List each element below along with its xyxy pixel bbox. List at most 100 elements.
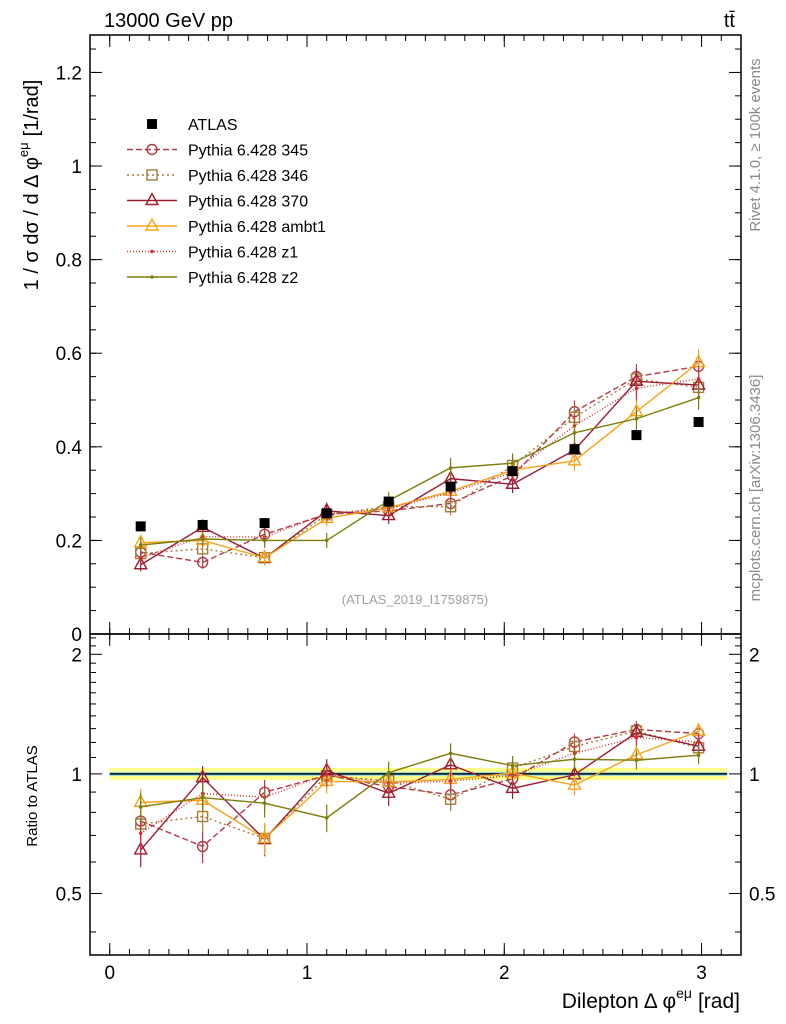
series-line-3 bbox=[140, 362, 700, 559]
rivet-version-label: Rivet 4.1.0, ≥ 100k events bbox=[747, 58, 764, 231]
series-point-5 bbox=[200, 537, 205, 541]
series-point-5 bbox=[262, 538, 267, 543]
ratio-series-point-5 bbox=[324, 816, 329, 820]
ratio-y-tick-label-right: 0.5 bbox=[749, 884, 775, 905]
data-point bbox=[135, 521, 146, 532]
legend-marker-5 bbox=[150, 275, 154, 279]
data-point bbox=[445, 481, 456, 492]
ratio-series-point-4 bbox=[696, 740, 701, 744]
header-left: 13000 GeV pp bbox=[104, 10, 233, 32]
data-point bbox=[259, 518, 270, 529]
ratio-series-point-5 bbox=[448, 751, 453, 756]
ratio-series-point-2 bbox=[505, 779, 520, 794]
main-y-axis-title-main: 1 / σ dσ / d Δ φ bbox=[21, 157, 43, 290]
ratio-series-point-4 bbox=[138, 831, 143, 836]
legend-label-1: Pythia 6.428 346 bbox=[188, 168, 308, 185]
series-point-5 bbox=[510, 461, 515, 465]
legend-label-5: Pythia 6.428 z2 bbox=[188, 270, 298, 287]
x-axis-title-sup: eμ bbox=[676, 985, 692, 1001]
main-y-axis-title: 1 / σ dσ / d Δ φeμ [1/rad] bbox=[16, 80, 43, 291]
main-y-axis-title-sup: eμ bbox=[16, 142, 31, 157]
series-point-5 bbox=[324, 538, 329, 543]
series-point-5 bbox=[138, 543, 143, 547]
ratio-y-tick-label-right: 2 bbox=[749, 645, 760, 666]
series-point-2 bbox=[505, 475, 520, 489]
ratio-series-point-5 bbox=[138, 805, 143, 809]
x-axis-title-delta: Δ φ bbox=[644, 990, 676, 1013]
series-point-5 bbox=[448, 466, 453, 470]
ratio-series-point-2 bbox=[133, 841, 148, 855]
series-point-1 bbox=[444, 501, 457, 513]
x-tick-label: 1 bbox=[302, 963, 313, 984]
header-right: tt̄ bbox=[724, 10, 736, 32]
legend-marker-atlas bbox=[147, 119, 157, 129]
ratio-series-point-5 bbox=[696, 753, 701, 757]
ratio-series-line-4 bbox=[140, 736, 699, 834]
ratio-series-point-5 bbox=[386, 770, 391, 775]
ratio-y-tick-label: 2 bbox=[71, 645, 82, 666]
ratio-series-line-2 bbox=[140, 731, 699, 851]
legend-label-4: Pythia 6.428 z1 bbox=[188, 245, 298, 262]
legend-marker-2 bbox=[144, 192, 160, 206]
data-point bbox=[569, 444, 580, 455]
series-line-2 bbox=[140, 380, 699, 566]
x-tick-label: 3 bbox=[696, 963, 707, 984]
main-y-tick-label: 0.8 bbox=[56, 251, 82, 272]
legend-marker-0 bbox=[146, 143, 158, 156]
ratio-series-point-1 bbox=[444, 793, 457, 805]
ratio-series-point-2 bbox=[443, 756, 458, 770]
ratio-series-point-4 bbox=[324, 772, 329, 777]
legend-marker-3 bbox=[144, 217, 160, 231]
legend-marker-4 bbox=[150, 249, 154, 254]
ratio-series-point-3 bbox=[257, 830, 272, 844]
mcplots-label: mcplots.cern.ch [arXiv:1306.3436] bbox=[747, 375, 764, 602]
series-line-4 bbox=[140, 378, 699, 559]
ratio-series-point-4 bbox=[448, 779, 453, 783]
main-y-tick-label: 0.4 bbox=[56, 438, 83, 459]
ratio-series-point-3 bbox=[567, 776, 582, 790]
legend-label-2: Pythia 6.428 370 bbox=[188, 194, 308, 211]
ratio-series-point-5 bbox=[262, 801, 267, 805]
data-point bbox=[631, 430, 642, 441]
main-y-axis-title-unit: [1/rad] bbox=[21, 80, 43, 137]
legend-marker-1 bbox=[146, 169, 158, 181]
series-point-5 bbox=[696, 395, 701, 400]
series-point-4 bbox=[634, 386, 639, 391]
data-point bbox=[507, 466, 518, 477]
legend-label-3: Pythia 6.428 ambt1 bbox=[188, 219, 326, 236]
ratio-plot-frame bbox=[89, 633, 742, 956]
ratio-series-point-5 bbox=[572, 757, 577, 762]
ratio-series-line-5 bbox=[140, 752, 699, 819]
main-y-tick-label: 0.6 bbox=[56, 344, 82, 365]
ratio-series-point-4 bbox=[634, 735, 639, 740]
ratio-series-point-5 bbox=[510, 763, 515, 768]
ratio-y-tick-label: 1 bbox=[71, 765, 82, 786]
series-point-4 bbox=[448, 490, 453, 495]
series-line-5 bbox=[140, 397, 699, 546]
x-tick-label: 0 bbox=[104, 963, 115, 984]
series-point-3 bbox=[567, 452, 582, 466]
ratio-y-tick-label: 0.5 bbox=[56, 884, 82, 905]
ratio-y-axis-title: Ratio to ATLAS bbox=[24, 745, 41, 846]
series-point-5 bbox=[634, 416, 639, 421]
x-tick-label: 2 bbox=[499, 963, 510, 984]
series-point-5 bbox=[572, 430, 577, 435]
analysis-watermark: (ATLAS_2019_I1759875) bbox=[342, 592, 488, 607]
series-point-3 bbox=[257, 549, 272, 563]
ratio-series-point-0 bbox=[196, 840, 209, 853]
main-y-tick-label: 1 bbox=[71, 157, 82, 178]
ratio-series-point-5 bbox=[200, 795, 205, 800]
data-point bbox=[197, 519, 208, 530]
x-axis-title-unit: [rad] bbox=[698, 990, 740, 1013]
data-point bbox=[383, 496, 394, 507]
legend-label-0: Pythia 6.428 345 bbox=[188, 143, 308, 160]
series-point-4 bbox=[138, 555, 143, 560]
series-point-4 bbox=[696, 377, 701, 381]
data-point bbox=[693, 417, 704, 428]
series-point-0 bbox=[196, 556, 209, 569]
main-y-tick-label: 0.2 bbox=[56, 531, 82, 552]
ratio-series-line-3 bbox=[140, 730, 699, 840]
series-line-0 bbox=[140, 365, 699, 564]
series-point-2 bbox=[133, 556, 148, 570]
